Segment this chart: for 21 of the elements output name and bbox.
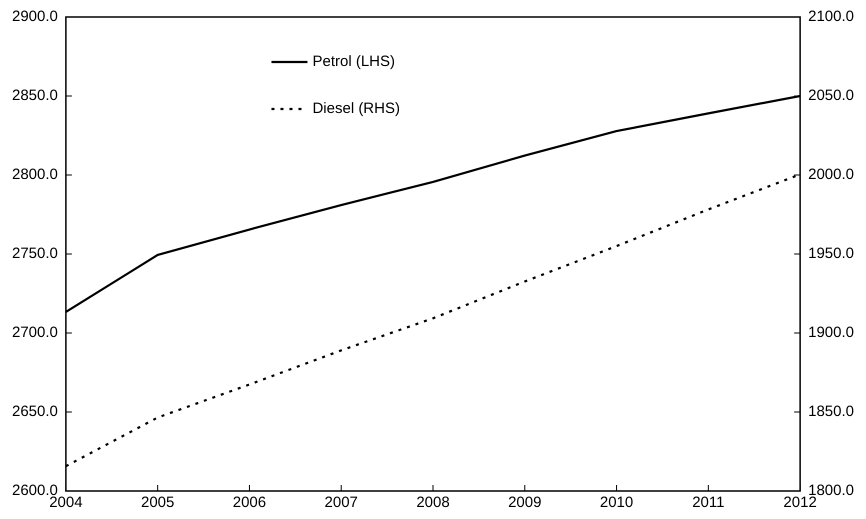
y2-tick-label: 1950.0 — [808, 245, 854, 262]
y2-tick-label: 2050.0 — [808, 87, 854, 104]
x-tick-label: 2008 — [416, 494, 450, 512]
x-tick-label: 2011 — [692, 494, 724, 512]
y-tick-label: 2750.0 — [12, 245, 58, 262]
x-tick-label: 2005 — [140, 494, 174, 512]
y-tick-label: 2900.0 — [12, 8, 58, 26]
y-tick-label: 2650.0 — [12, 403, 58, 420]
y-tick-label: 2850.0 — [12, 87, 58, 104]
x-tick-label: 2009 — [508, 494, 542, 512]
x-tick-label: 2007 — [324, 494, 358, 512]
legend-label: Diesel (RHS) — [312, 100, 400, 118]
legend-label: Petrol (LHS) — [312, 53, 395, 70]
y-tick-label: 2800.0 — [12, 166, 58, 184]
x-tick-label: 2010 — [600, 494, 634, 512]
y-tick-label: 2700.0 — [12, 324, 58, 342]
y2-tick-label: 2000.0 — [808, 166, 854, 184]
y2-tick-label: 1850.0 — [808, 403, 854, 420]
y2-tick-label: 2100.0 — [808, 8, 854, 26]
x-tick-label: 2006 — [232, 494, 266, 512]
y2-tick-label: 1900.0 — [808, 324, 854, 342]
